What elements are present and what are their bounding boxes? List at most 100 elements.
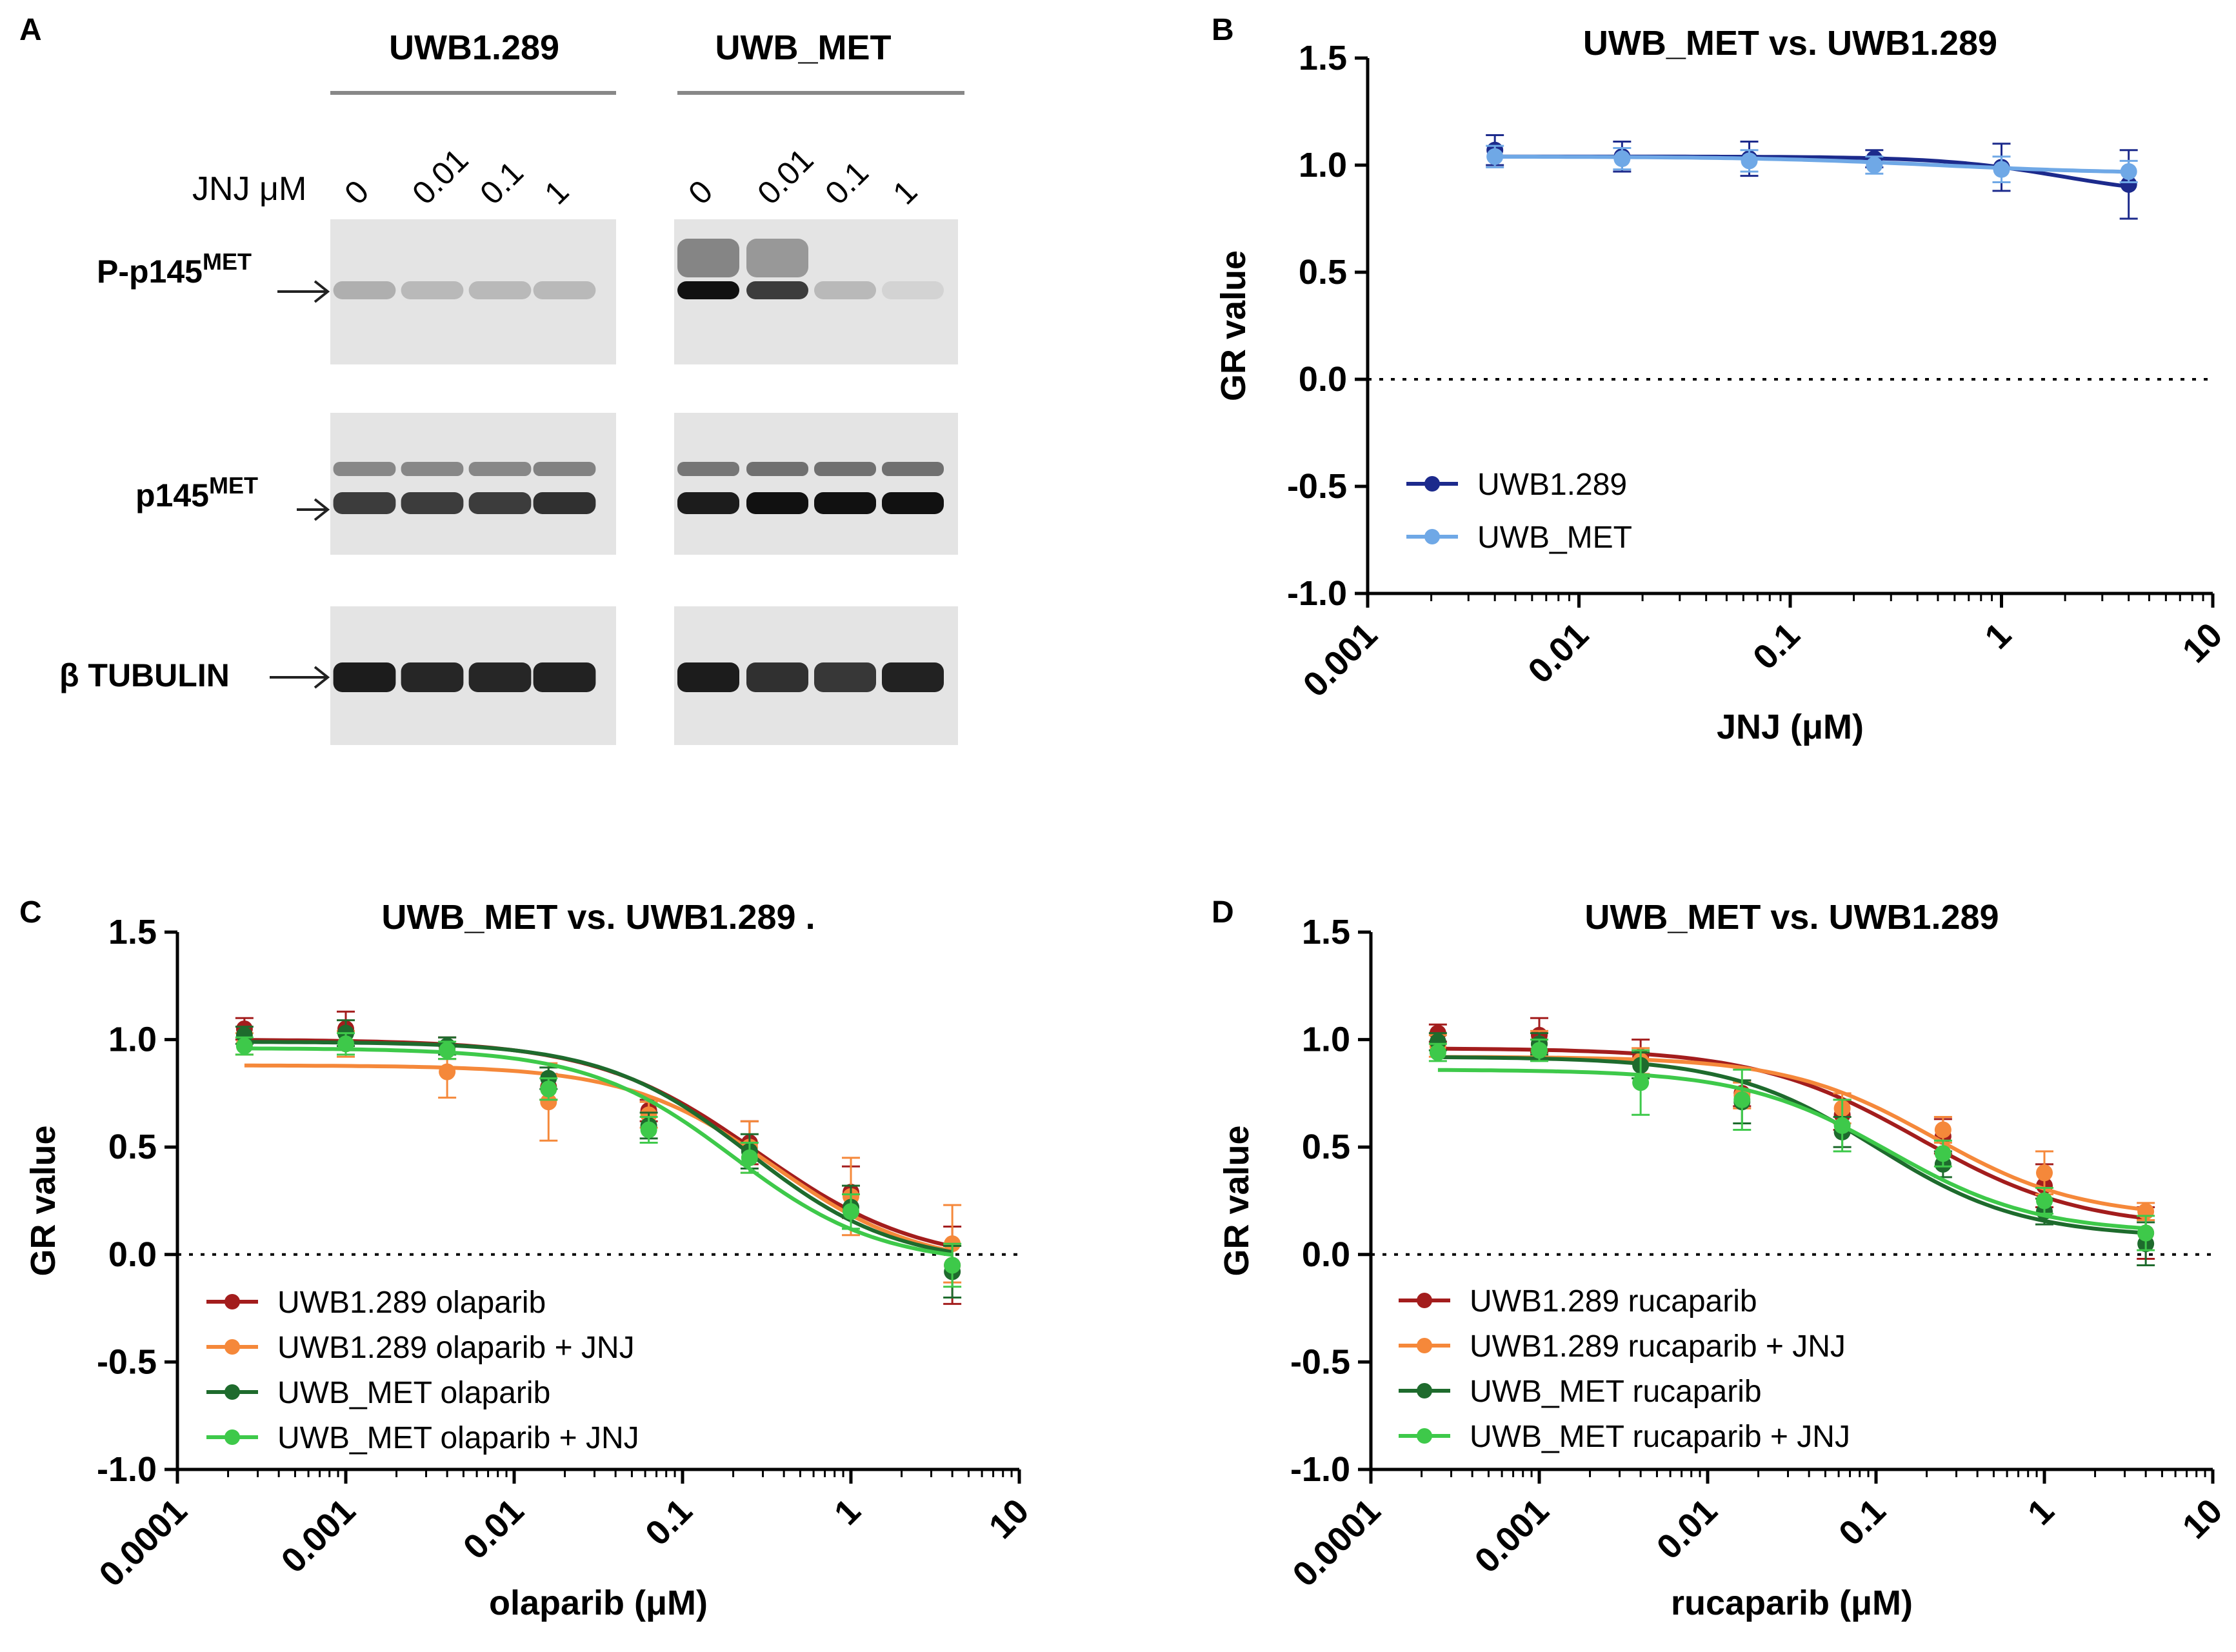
legend-label-C-2: UWB_MET olaparib <box>277 1376 550 1410</box>
band-upper-1-1-2 <box>814 462 876 476</box>
data-point-D-3-6 <box>2036 1192 2053 1209</box>
y-tick-label-D-5: -1.0 <box>1290 1450 1350 1489</box>
blot-bg-0-1 <box>330 413 616 555</box>
data-point-B-0-5 <box>2120 175 2137 193</box>
data-point-B-1-1 <box>1613 150 1631 168</box>
y-tick-label-C-0: 1.5 <box>108 913 157 951</box>
data-point-C-3-5 <box>741 1149 758 1166</box>
row-label-total-met-name: p145 <box>135 477 209 513</box>
y-tick-label-D-1: 1.0 <box>1302 1020 1350 1059</box>
data-point-D-3-1 <box>1531 1042 1548 1059</box>
panel-label-d: D <box>1212 895 1234 930</box>
data-point-B-1-2 <box>1741 152 1758 170</box>
fit-curve-C-1 <box>244 1063 953 1253</box>
band-0-0-2 <box>468 281 532 299</box>
legend-B: UWB1.289 UWB_MET <box>1406 468 1632 555</box>
data-point-B-1-3 <box>1866 157 1883 174</box>
band-0-2-3 <box>533 662 596 692</box>
data-point-C-1-3 <box>540 1093 557 1111</box>
band-upper-0-1-1 <box>401 462 464 476</box>
band-1-0-1 <box>746 281 808 299</box>
fit-curve-D-3 <box>1437 1068 2146 1231</box>
band-upper-1-1-3 <box>882 462 944 476</box>
band-1-1-1 <box>746 492 808 514</box>
fit-curve-C-3 <box>244 1046 953 1257</box>
y-tick-label-B-2: 0.5 <box>1299 253 1347 292</box>
y-tick-label-C-3: 0.0 <box>108 1235 157 1274</box>
y-tick-label-B-0: 1.5 <box>1299 39 1347 77</box>
band-1-0-3 <box>882 281 944 299</box>
band-0-2-1 <box>401 662 464 692</box>
data-point-D-3-2 <box>1632 1074 1650 1091</box>
legend-swatch-marker-B-1 <box>1424 529 1440 544</box>
y-tick-label-B-1: 1.0 <box>1299 146 1347 184</box>
y-tick-label-B-3: 0.0 <box>1299 360 1347 399</box>
row-label-phospho-met-name: P-p145 <box>97 254 203 290</box>
dose-axis-label: JNJ μM <box>192 170 306 208</box>
band-0-2-0 <box>333 662 396 692</box>
band-0-0-1 <box>401 281 464 299</box>
legend-swatch-marker-D-1 <box>1417 1338 1432 1353</box>
data-point-D-1-5 <box>1934 1121 1952 1139</box>
band-1-2-0 <box>677 662 739 692</box>
legend-swatch-marker-D-3 <box>1417 1428 1432 1444</box>
row-label-total-met: p145MET <box>135 472 258 514</box>
data-point-D-3-7 <box>2137 1224 2155 1242</box>
chart-title-B: UWB_MET vs. UWB1.289 <box>1583 24 1997 63</box>
band-upper-0-1-3 <box>533 462 596 476</box>
legend-label-D-2: UWB_MET rucaparib <box>1470 1375 1762 1409</box>
band-0-1-1 <box>401 492 464 514</box>
y-tick-label-D-3: 0.0 <box>1302 1235 1350 1274</box>
blot-bg-1-1 <box>674 413 958 555</box>
panel-c-chart: C UWB_MET vs. UWB1.289 . 1.5 1.0 0.5 0.0 -0.5… <box>19 895 1036 1622</box>
band-smear-1-1 <box>746 239 808 277</box>
legend-label-D-3: UWB_MET rucaparib + JNJ <box>1470 1420 1850 1454</box>
arrow-total-met <box>297 498 330 521</box>
blot-strips <box>330 219 958 745</box>
data-point-B-1-0 <box>1486 148 1504 165</box>
legend-swatch-marker-C-0 <box>225 1294 240 1309</box>
row-label-phospho-met-sup: MET <box>203 248 252 275</box>
legend-label-C-1: UWB1.289 olaparib + JNJ <box>277 1331 635 1365</box>
y-axis-label-B: GR value <box>1214 250 1253 401</box>
data-point-C-3-6 <box>843 1203 859 1220</box>
band-1-0-2 <box>814 281 876 299</box>
cell-line-label-uwb1289: UWB1.289 <box>389 28 559 67</box>
data-point-D-1-6 <box>2036 1164 2053 1182</box>
series-B-1 <box>1486 144 2138 184</box>
x-axis-label-D: rucaparib (μM) <box>1671 1584 1913 1622</box>
band-0-1-3 <box>533 492 596 514</box>
fit-curve-D-0 <box>1437 1046 2146 1220</box>
data-point-C-3-7 <box>944 1257 961 1274</box>
data-point-C-3-3 <box>540 1080 557 1098</box>
data-point-D-3-5 <box>1934 1145 1952 1162</box>
y-tick-label-C-2: 0.5 <box>108 1128 157 1166</box>
legend-label-B-0: UWB1.289 <box>1477 468 1627 502</box>
legend-swatch-marker-C-1 <box>225 1339 240 1355</box>
band-1-2-2 <box>814 662 876 692</box>
band-1-2-3 <box>882 662 944 692</box>
data-point-B-1-4 <box>1993 161 2010 178</box>
data-point-D-3-0 <box>1429 1044 1446 1061</box>
x-axis-label-B: JNJ (μM) <box>1717 708 1864 746</box>
y-axis-label-C: GR value <box>24 1125 63 1276</box>
y-tick-label-C-4: -0.5 <box>97 1342 157 1381</box>
band-0-1-0 <box>333 492 396 514</box>
row-label-beta-tubulin: β TUBULIN <box>59 657 230 693</box>
panel-label-c: C <box>19 895 42 930</box>
legend-label-D-1: UWB1.289 rucaparib + JNJ <box>1470 1329 1846 1364</box>
data-point-C-3-4 <box>640 1121 657 1139</box>
arrow-beta-tubulin <box>270 666 330 689</box>
legend-swatch-marker-C-3 <box>225 1429 240 1445</box>
band-0-2-2 <box>468 662 532 692</box>
legend-swatch-marker-D-0 <box>1417 1293 1432 1308</box>
y-tick-label-C-1: 1.0 <box>108 1020 157 1059</box>
row-label-phospho-met: P-p145MET <box>97 248 252 290</box>
series-C-3 <box>235 1032 962 1288</box>
y-tick-label-D-4: -0.5 <box>1290 1342 1350 1381</box>
legend-label-C-3: UWB_MET olaparib + JNJ <box>277 1421 639 1455</box>
data-point-C-3-0 <box>235 1037 253 1055</box>
data-point-B-1-5 <box>2120 163 2137 180</box>
x-axis-label-C: olaparib (μM) <box>489 1584 708 1622</box>
